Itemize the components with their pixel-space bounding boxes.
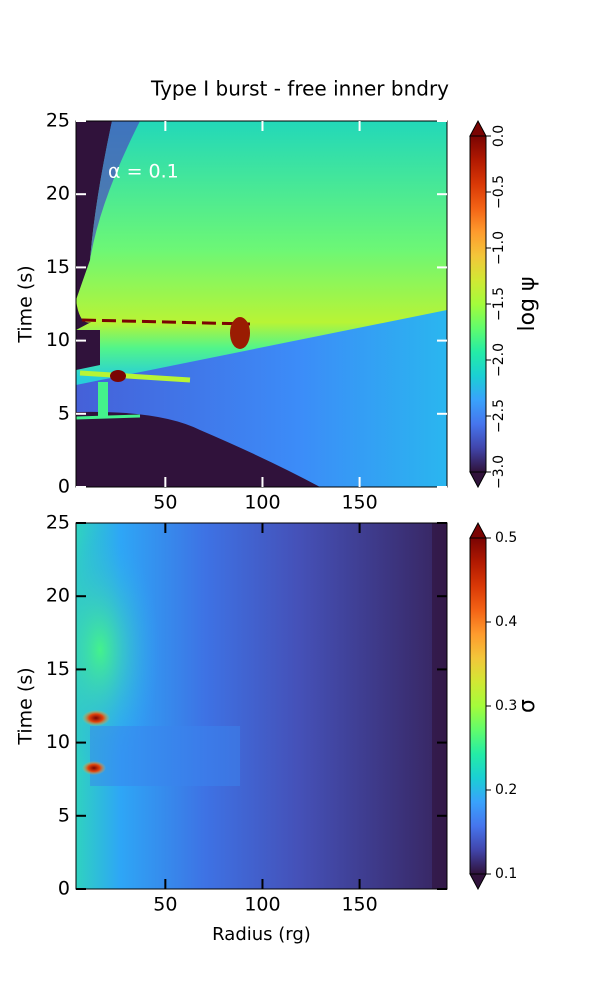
colorbar-tick-label: 0.5 [495, 530, 517, 546]
colorbar [470, 538, 486, 874]
x-tick-label: 100 [244, 492, 280, 514]
heatmap-image [76, 121, 447, 487]
colorbar-extend [469, 471, 487, 489]
x-axis-label: Radius (rg) [212, 924, 311, 945]
y-tick-label: 20 [46, 585, 70, 607]
y-axis-label: Time (s) [15, 265, 37, 343]
y-tick-label: 5 [58, 804, 70, 826]
colorbar-label: log ψ [515, 276, 540, 331]
x-tick-label: 50 [153, 894, 177, 916]
heatmap-image [76, 523, 447, 889]
y-axis-label: Time (s) [15, 667, 37, 745]
y-tick-label: 5 [58, 402, 70, 424]
y-tick-label: 15 [46, 658, 70, 680]
y-tick-label: 10 [46, 329, 70, 351]
figure-title: Type I burst - free inner bndry [150, 77, 449, 101]
annotation: α = 0.1 [108, 161, 179, 183]
x-tick-label: 150 [341, 894, 377, 916]
colorbar-tick-label: 0.4 [495, 614, 517, 630]
colorbar-extend [469, 119, 487, 137]
y-tick-label: 10 [46, 731, 70, 753]
y-tick-label: 25 [46, 110, 70, 132]
x-tick-label: 100 [244, 894, 280, 916]
colorbar-tick-label: −2.0 [491, 343, 507, 377]
colorbar-tick-label: 0.0 [491, 125, 507, 147]
y-tick-label: 25 [46, 512, 70, 534]
colorbar-extend [469, 873, 487, 891]
colorbar-tick-label: 0.2 [495, 782, 517, 798]
colorbar-extend [469, 521, 487, 539]
colorbar-tick-label: 0.1 [495, 866, 517, 882]
colorbar-tick-label: −0.5 [491, 175, 507, 209]
colorbar-tick-label: −1.5 [491, 287, 507, 321]
y-tick-label: 0 [58, 878, 70, 900]
y-tick-label: 15 [46, 256, 70, 278]
colorbar-tick-label: 0.3 [495, 698, 517, 714]
colorbar-tick-label: −3.0 [491, 455, 507, 489]
colorbar-tick-label: −1.0 [491, 231, 507, 265]
y-tick-label: 0 [58, 476, 70, 498]
y-tick-label: 20 [46, 183, 70, 205]
x-tick-label: 150 [341, 492, 377, 514]
colorbar-label: σ [515, 699, 540, 713]
colorbar [470, 136, 486, 472]
colorbar-tick-label: −2.5 [491, 399, 507, 433]
x-tick-label: 50 [153, 492, 177, 514]
